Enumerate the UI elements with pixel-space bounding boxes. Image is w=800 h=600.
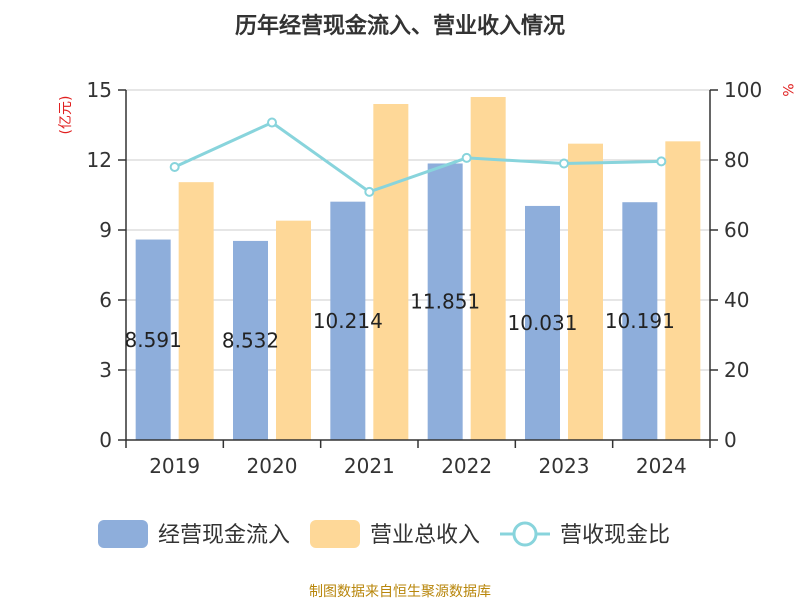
cash-inflow-data-label: 10.214 [313, 309, 383, 333]
x-tick-label: 2020 [247, 454, 298, 478]
left-tick-label: 9 [99, 218, 112, 242]
x-tick-label: 2023 [539, 454, 590, 478]
cash-inflow-bar [427, 163, 463, 440]
bars [135, 97, 701, 441]
legend: 经营现金流入 营业总收入 营收现金比 [98, 520, 670, 548]
legend-swatch [310, 520, 360, 548]
ratio-point [364, 186, 375, 197]
x-tick-label: 2024 [636, 454, 687, 478]
data-labels: 8.591 8.532 10.214 11.851 10.031 10.191 [125, 290, 675, 353]
left-tick-label: 12 [87, 148, 112, 172]
ratio-point [169, 162, 180, 172]
revenue-bar [178, 182, 214, 440]
revenue-bar [276, 220, 311, 440]
x-tick-label: 2021 [344, 454, 395, 478]
revenue-bar [470, 97, 506, 440]
left-tick-label: 3 [99, 358, 112, 382]
ratio-point [656, 156, 667, 167]
cash-inflow-bar [525, 205, 560, 440]
revenue-bar [373, 104, 409, 440]
cash-inflow-bar [330, 201, 366, 440]
ratio-line [169, 117, 667, 197]
axes: 0 3 6 9 12 15 0 20 40 60 80 100 2019 2020 2021 2022 2023… [87, 78, 763, 478]
right-tick-label: 40 [724, 288, 749, 312]
right-tick-label: 100 [724, 78, 762, 102]
revenue-bar [568, 143, 603, 440]
right-tick-label: 20 [724, 358, 749, 382]
chart-title: 历年经营现金流入、营业收入情况 [235, 13, 565, 39]
legend-label: 经营现金流入 [158, 523, 290, 548]
cash-inflow-bar [233, 240, 268, 440]
right-tick-label: 0 [724, 428, 737, 452]
revenue-bar [665, 141, 701, 441]
left-tick-label: 15 [87, 78, 112, 102]
legend-label: 营收现金比 [560, 523, 670, 548]
legend-line-marker [512, 521, 538, 547]
ratio-point [267, 117, 277, 128]
cash-inflow-data-label: 10.031 [508, 311, 578, 335]
left-axis-unit: (亿元) [58, 96, 74, 135]
right-tick-label: 80 [724, 148, 749, 172]
cash-inflow-data-label: 10.191 [605, 309, 675, 333]
x-tick-label: 2022 [441, 454, 492, 478]
right-axis-unit: % [779, 83, 795, 96]
ratio-point [461, 152, 472, 163]
cash-inflow-data-label: 11.851 [410, 290, 480, 314]
ratio-line-path [174, 120, 662, 194]
right-tick-label: 60 [724, 218, 749, 242]
cash-inflow-data-label: 8.591 [125, 328, 182, 352]
legend-swatch [98, 520, 148, 548]
x-tick-label: 2019 [149, 454, 200, 478]
cash-inflow-data-label: 8.532 [222, 328, 279, 352]
legend-label: 营业总收入 [370, 523, 480, 548]
left-tick-label: 6 [99, 288, 112, 312]
source-note: 制图数据来自恒生聚源数据库 [309, 584, 491, 600]
left-tick-label: 0 [99, 428, 112, 452]
cash-inflow-bar [135, 239, 171, 440]
cash-inflow-bar [622, 202, 658, 440]
ratio-point [559, 158, 569, 169]
